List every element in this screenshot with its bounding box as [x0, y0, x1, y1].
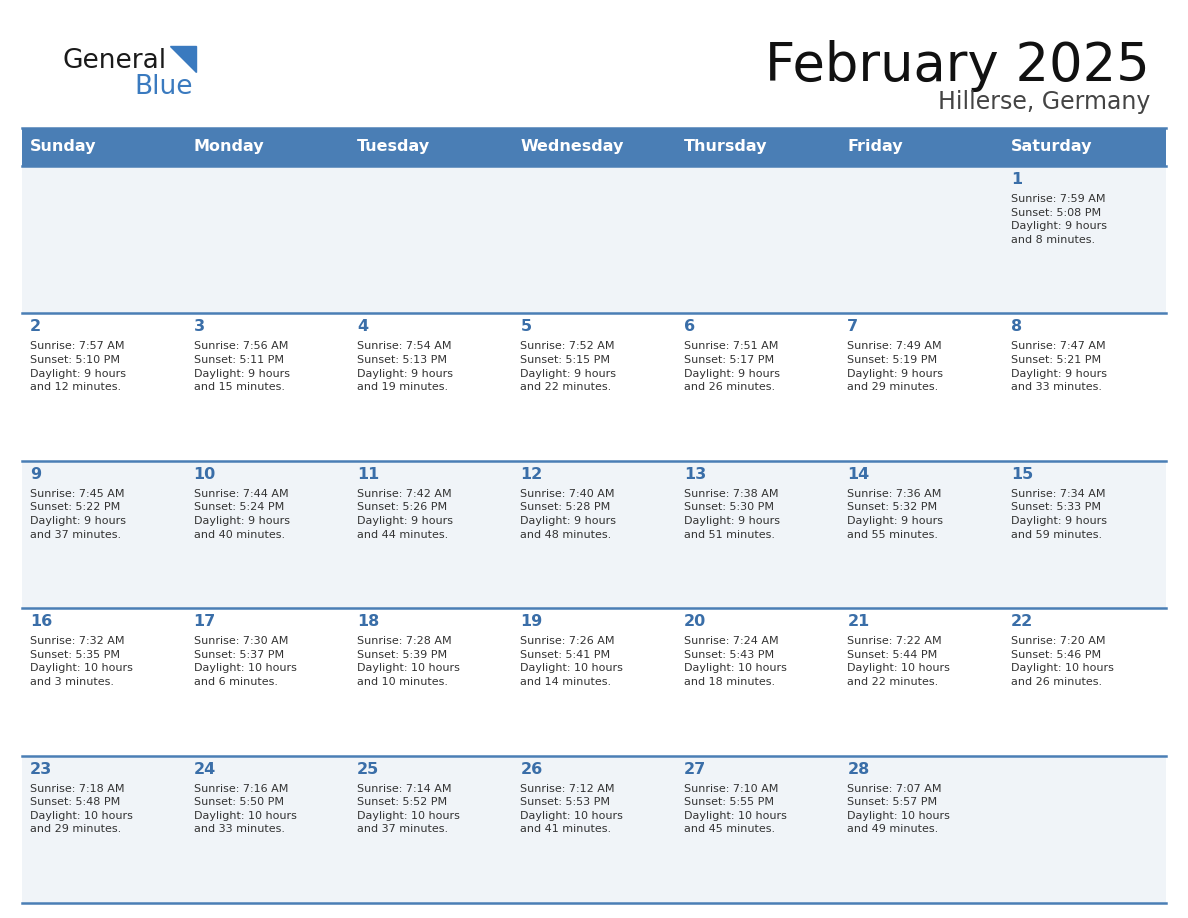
Text: February 2025: February 2025	[765, 40, 1150, 92]
Text: Wednesday: Wednesday	[520, 140, 624, 154]
Text: 14: 14	[847, 466, 870, 482]
Text: 16: 16	[30, 614, 52, 629]
Bar	[23, 128, 185, 166]
Text: Sunday: Sunday	[30, 140, 96, 154]
Text: Friday: Friday	[847, 140, 903, 154]
Text: Sunrise: 7:44 AM
Sunset: 5:24 PM
Daylight: 9 hours
and 40 minutes.: Sunrise: 7:44 AM Sunset: 5:24 PM Dayligh…	[194, 488, 290, 540]
Text: 7: 7	[847, 319, 859, 334]
Text: Sunrise: 7:52 AM
Sunset: 5:15 PM
Daylight: 9 hours
and 22 minutes.: Sunrise: 7:52 AM Sunset: 5:15 PM Dayligh…	[520, 341, 617, 392]
Text: 5: 5	[520, 319, 531, 334]
Text: Monday: Monday	[194, 140, 264, 154]
Text: 28: 28	[847, 762, 870, 777]
Text: 24: 24	[194, 762, 216, 777]
Text: Sunrise: 7:28 AM
Sunset: 5:39 PM
Daylight: 10 hours
and 10 minutes.: Sunrise: 7:28 AM Sunset: 5:39 PM Dayligh…	[358, 636, 460, 687]
Text: 13: 13	[684, 466, 706, 482]
Text: Sunrise: 7:18 AM
Sunset: 5:48 PM
Daylight: 10 hours
and 29 minutes.: Sunrise: 7:18 AM Sunset: 5:48 PM Dayligh…	[30, 784, 133, 834]
Text: Saturday: Saturday	[1011, 140, 1092, 154]
Text: Sunrise: 7:49 AM
Sunset: 5:19 PM
Daylight: 9 hours
and 29 minutes.: Sunrise: 7:49 AM Sunset: 5:19 PM Dayligh…	[847, 341, 943, 392]
Bar	[1003, 128, 1165, 166]
Bar	[349, 128, 512, 166]
Text: Sunrise: 7:22 AM
Sunset: 5:44 PM
Daylight: 10 hours
and 22 minutes.: Sunrise: 7:22 AM Sunset: 5:44 PM Dayligh…	[847, 636, 950, 687]
Text: Hillerse, Germany: Hillerse, Germany	[937, 90, 1150, 114]
Text: 17: 17	[194, 614, 216, 629]
Text: Sunrise: 7:36 AM
Sunset: 5:32 PM
Daylight: 9 hours
and 55 minutes.: Sunrise: 7:36 AM Sunset: 5:32 PM Dayligh…	[847, 488, 943, 540]
Text: Sunrise: 7:07 AM
Sunset: 5:57 PM
Daylight: 10 hours
and 49 minutes.: Sunrise: 7:07 AM Sunset: 5:57 PM Dayligh…	[847, 784, 950, 834]
Text: 25: 25	[358, 762, 379, 777]
Text: 4: 4	[358, 319, 368, 334]
Text: Sunrise: 7:54 AM
Sunset: 5:13 PM
Daylight: 9 hours
and 19 minutes.: Sunrise: 7:54 AM Sunset: 5:13 PM Dayligh…	[358, 341, 453, 392]
Text: 8: 8	[1011, 319, 1022, 334]
Text: Sunrise: 7:51 AM
Sunset: 5:17 PM
Daylight: 9 hours
and 26 minutes.: Sunrise: 7:51 AM Sunset: 5:17 PM Dayligh…	[684, 341, 779, 392]
Polygon shape	[170, 46, 196, 72]
Text: Sunrise: 7:59 AM
Sunset: 5:08 PM
Daylight: 9 hours
and 8 minutes.: Sunrise: 7:59 AM Sunset: 5:08 PM Dayligh…	[1011, 194, 1107, 245]
Text: 19: 19	[520, 614, 543, 629]
Text: Sunrise: 7:30 AM
Sunset: 5:37 PM
Daylight: 10 hours
and 6 minutes.: Sunrise: 7:30 AM Sunset: 5:37 PM Dayligh…	[194, 636, 297, 687]
Text: Sunrise: 7:42 AM
Sunset: 5:26 PM
Daylight: 9 hours
and 44 minutes.: Sunrise: 7:42 AM Sunset: 5:26 PM Dayligh…	[358, 488, 453, 540]
Text: 22: 22	[1011, 614, 1034, 629]
Text: 20: 20	[684, 614, 706, 629]
Text: Sunrise: 7:20 AM
Sunset: 5:46 PM
Daylight: 10 hours
and 26 minutes.: Sunrise: 7:20 AM Sunset: 5:46 PM Dayligh…	[1011, 636, 1113, 687]
Text: 27: 27	[684, 762, 706, 777]
Text: Sunrise: 7:34 AM
Sunset: 5:33 PM
Daylight: 9 hours
and 59 minutes.: Sunrise: 7:34 AM Sunset: 5:33 PM Dayligh…	[1011, 488, 1107, 540]
Text: Sunrise: 7:10 AM
Sunset: 5:55 PM
Daylight: 10 hours
and 45 minutes.: Sunrise: 7:10 AM Sunset: 5:55 PM Dayligh…	[684, 784, 786, 834]
Text: 26: 26	[520, 762, 543, 777]
Text: 2: 2	[30, 319, 42, 334]
Text: Sunrise: 7:56 AM
Sunset: 5:11 PM
Daylight: 9 hours
and 15 minutes.: Sunrise: 7:56 AM Sunset: 5:11 PM Dayligh…	[194, 341, 290, 392]
Text: Sunrise: 7:57 AM
Sunset: 5:10 PM
Daylight: 9 hours
and 12 minutes.: Sunrise: 7:57 AM Sunset: 5:10 PM Dayligh…	[30, 341, 126, 392]
Bar	[839, 128, 1003, 166]
Text: Sunrise: 7:45 AM
Sunset: 5:22 PM
Daylight: 9 hours
and 37 minutes.: Sunrise: 7:45 AM Sunset: 5:22 PM Dayligh…	[30, 488, 126, 540]
Text: 23: 23	[30, 762, 52, 777]
Text: Tuesday: Tuesday	[358, 140, 430, 154]
Text: Sunrise: 7:32 AM
Sunset: 5:35 PM
Daylight: 10 hours
and 3 minutes.: Sunrise: 7:32 AM Sunset: 5:35 PM Dayligh…	[30, 636, 133, 687]
Bar	[23, 166, 1165, 313]
Text: 21: 21	[847, 614, 870, 629]
Text: 9: 9	[30, 466, 42, 482]
Text: 11: 11	[358, 466, 379, 482]
Bar	[676, 128, 839, 166]
Text: Sunrise: 7:24 AM
Sunset: 5:43 PM
Daylight: 10 hours
and 18 minutes.: Sunrise: 7:24 AM Sunset: 5:43 PM Dayligh…	[684, 636, 786, 687]
Text: 1: 1	[1011, 172, 1022, 187]
Bar	[23, 461, 1165, 609]
Bar	[23, 609, 1165, 756]
Bar	[23, 313, 1165, 461]
Text: 6: 6	[684, 319, 695, 334]
Text: Sunrise: 7:16 AM
Sunset: 5:50 PM
Daylight: 10 hours
and 33 minutes.: Sunrise: 7:16 AM Sunset: 5:50 PM Dayligh…	[194, 784, 297, 834]
Text: Sunrise: 7:38 AM
Sunset: 5:30 PM
Daylight: 9 hours
and 51 minutes.: Sunrise: 7:38 AM Sunset: 5:30 PM Dayligh…	[684, 488, 779, 540]
Bar	[512, 128, 676, 166]
Text: 15: 15	[1011, 466, 1034, 482]
Text: Blue: Blue	[134, 74, 192, 100]
Text: General: General	[62, 48, 166, 74]
Bar	[23, 756, 1165, 903]
Text: Sunrise: 7:12 AM
Sunset: 5:53 PM
Daylight: 10 hours
and 41 minutes.: Sunrise: 7:12 AM Sunset: 5:53 PM Dayligh…	[520, 784, 624, 834]
Text: Sunrise: 7:14 AM
Sunset: 5:52 PM
Daylight: 10 hours
and 37 minutes.: Sunrise: 7:14 AM Sunset: 5:52 PM Dayligh…	[358, 784, 460, 834]
Text: 3: 3	[194, 319, 204, 334]
Bar	[185, 128, 349, 166]
Text: 10: 10	[194, 466, 216, 482]
Text: 18: 18	[358, 614, 379, 629]
Text: Thursday: Thursday	[684, 140, 767, 154]
Text: Sunrise: 7:47 AM
Sunset: 5:21 PM
Daylight: 9 hours
and 33 minutes.: Sunrise: 7:47 AM Sunset: 5:21 PM Dayligh…	[1011, 341, 1107, 392]
Text: 12: 12	[520, 466, 543, 482]
Text: Sunrise: 7:40 AM
Sunset: 5:28 PM
Daylight: 9 hours
and 48 minutes.: Sunrise: 7:40 AM Sunset: 5:28 PM Dayligh…	[520, 488, 617, 540]
Text: Sunrise: 7:26 AM
Sunset: 5:41 PM
Daylight: 10 hours
and 14 minutes.: Sunrise: 7:26 AM Sunset: 5:41 PM Dayligh…	[520, 636, 624, 687]
